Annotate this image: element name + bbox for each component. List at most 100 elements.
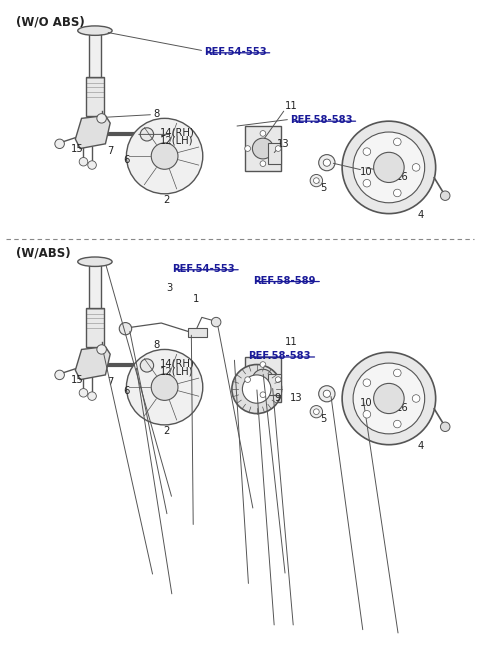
Text: 3: 3 (166, 283, 172, 293)
Circle shape (394, 369, 401, 377)
Circle shape (126, 118, 203, 194)
Circle shape (140, 359, 154, 372)
Polygon shape (75, 347, 110, 380)
FancyBboxPatch shape (245, 126, 281, 171)
Text: 12(LH): 12(LH) (160, 366, 194, 376)
Circle shape (373, 383, 404, 413)
Circle shape (394, 138, 401, 145)
Text: 7: 7 (107, 377, 113, 388)
FancyBboxPatch shape (86, 308, 105, 347)
Circle shape (79, 158, 88, 166)
Text: 15: 15 (71, 375, 83, 384)
Text: 5: 5 (320, 183, 327, 193)
Text: 4: 4 (417, 209, 423, 220)
Circle shape (260, 392, 266, 397)
Circle shape (245, 377, 251, 382)
Circle shape (260, 161, 266, 167)
Circle shape (260, 362, 266, 368)
Text: REF.58-583: REF.58-583 (290, 115, 353, 125)
Circle shape (55, 139, 64, 149)
Text: 14(RH): 14(RH) (160, 359, 194, 369)
Circle shape (412, 163, 420, 171)
Text: 4: 4 (417, 441, 423, 451)
Text: REF.58-583: REF.58-583 (249, 351, 311, 361)
Text: 14(RH): 14(RH) (160, 127, 194, 138)
FancyBboxPatch shape (188, 328, 206, 337)
Text: 6: 6 (123, 386, 130, 397)
FancyBboxPatch shape (268, 143, 281, 164)
Circle shape (151, 143, 178, 169)
Text: 9: 9 (274, 393, 280, 404)
Circle shape (119, 322, 132, 335)
Text: (W/O ABS): (W/O ABS) (16, 16, 84, 28)
Text: 15: 15 (71, 143, 83, 154)
Text: (W/ABS): (W/ABS) (16, 247, 71, 260)
FancyBboxPatch shape (89, 266, 101, 309)
Circle shape (79, 389, 88, 397)
FancyBboxPatch shape (89, 34, 101, 78)
Text: REF.54-553: REF.54-553 (172, 264, 235, 274)
Text: 16: 16 (396, 403, 408, 413)
Circle shape (319, 154, 335, 171)
Text: 2: 2 (163, 195, 169, 205)
Circle shape (276, 377, 281, 382)
Circle shape (313, 178, 319, 183)
Text: 10: 10 (360, 398, 373, 408)
Circle shape (88, 392, 96, 401)
Text: 1: 1 (193, 295, 199, 304)
Circle shape (353, 132, 425, 203)
Circle shape (97, 345, 107, 354)
Circle shape (342, 121, 436, 214)
Circle shape (245, 146, 251, 151)
Circle shape (260, 130, 266, 136)
Text: 6: 6 (123, 155, 130, 165)
Circle shape (310, 406, 323, 418)
Ellipse shape (78, 26, 112, 36)
FancyBboxPatch shape (86, 77, 105, 116)
Circle shape (363, 180, 371, 187)
Circle shape (211, 317, 221, 327)
Circle shape (313, 409, 319, 415)
Text: REF.58-589: REF.58-589 (253, 276, 316, 286)
Text: 5: 5 (320, 414, 327, 424)
Circle shape (363, 410, 371, 418)
Circle shape (441, 422, 450, 432)
Circle shape (412, 395, 420, 402)
Circle shape (363, 148, 371, 156)
Circle shape (232, 364, 281, 413)
FancyBboxPatch shape (245, 357, 281, 402)
Text: 13: 13 (276, 139, 289, 149)
Circle shape (394, 421, 401, 428)
Circle shape (441, 191, 450, 200)
Circle shape (140, 128, 154, 141)
Text: 10: 10 (360, 167, 373, 177)
Circle shape (97, 114, 107, 123)
Circle shape (88, 161, 96, 169)
Circle shape (342, 352, 436, 444)
Text: 16: 16 (396, 172, 408, 182)
Circle shape (353, 363, 425, 434)
Circle shape (126, 349, 203, 425)
Text: 2: 2 (163, 426, 169, 437)
Text: 8: 8 (154, 340, 160, 349)
Circle shape (373, 152, 404, 182)
Text: 11: 11 (285, 337, 298, 347)
Text: 7: 7 (107, 147, 113, 156)
Circle shape (151, 374, 178, 401)
Text: 12(LH): 12(LH) (160, 135, 194, 145)
FancyBboxPatch shape (268, 375, 281, 395)
Circle shape (363, 379, 371, 386)
Text: REF.54-553: REF.54-553 (204, 47, 267, 57)
Ellipse shape (78, 257, 112, 266)
Circle shape (242, 375, 271, 403)
Polygon shape (75, 116, 110, 149)
Text: 8: 8 (154, 109, 160, 119)
Circle shape (394, 189, 401, 197)
Circle shape (310, 174, 323, 187)
Circle shape (323, 390, 331, 397)
Circle shape (55, 370, 64, 380)
Circle shape (252, 138, 274, 159)
Circle shape (252, 370, 274, 390)
Circle shape (323, 159, 331, 166)
Text: 11: 11 (285, 101, 298, 111)
